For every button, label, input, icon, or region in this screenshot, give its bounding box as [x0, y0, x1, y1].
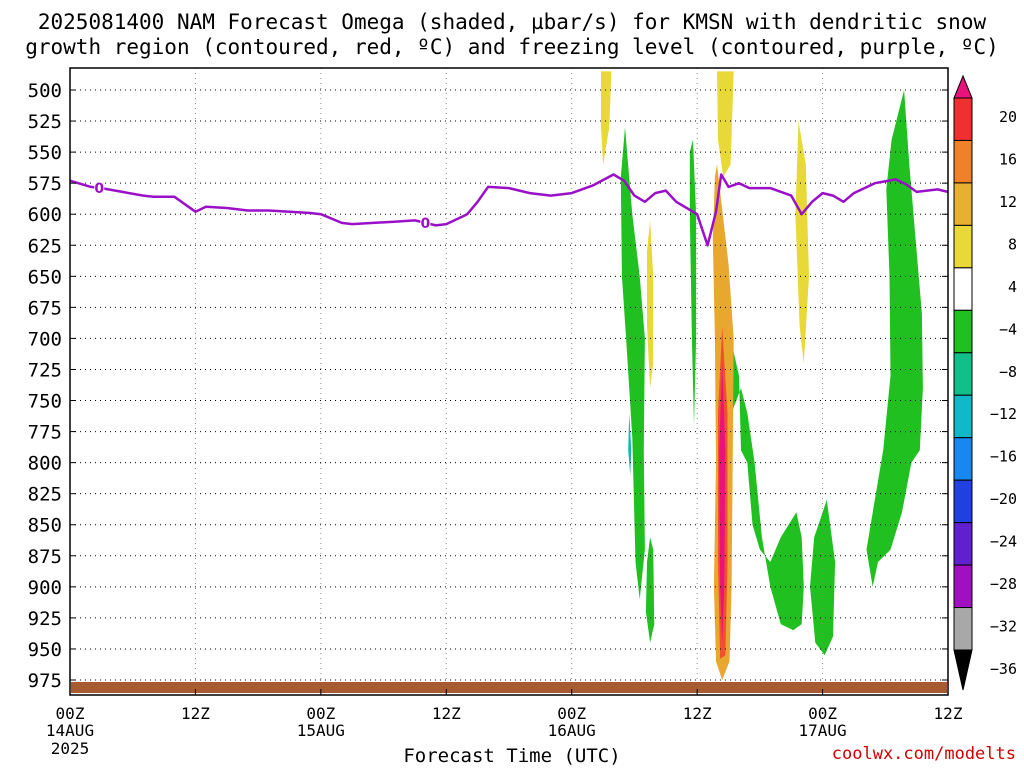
colorbar-swatch-11: [953, 522, 973, 566]
x-axis-label: Forecast Time (UTC): [403, 745, 621, 767]
colorbar-swatch-3: [953, 182, 973, 226]
x-tick-label: 12Z: [934, 704, 963, 723]
omega-region-7: [730, 338, 804, 631]
colorbar-swatch-10: [953, 479, 973, 524]
colorbar-label: −16: [990, 448, 1017, 466]
colorbar-swatch-13: [953, 607, 973, 651]
plot-area: 0 0 500 525 550 575 600 625 650 675 700 725 750 775 80…: [28, 67, 963, 758]
omega-colorbar: 20 16 12 8 4 −4 −8 −12 −16 −20 −24 −28 −32 −36: [953, 74, 1017, 691]
y-tick-label: 650: [28, 266, 62, 288]
omega-region-3: [647, 220, 654, 389]
x-tick-year: 2025: [51, 739, 90, 758]
y-tick-label: 700: [28, 328, 62, 350]
x-tick-label: 00Z: [306, 704, 335, 723]
omega-region-4: [620, 127, 645, 600]
y-tick-label: 900: [28, 577, 62, 599]
freezing-level-label-1: 0: [421, 216, 431, 232]
colorbar-swatch-12: [953, 564, 973, 609]
y-tick-label: 850: [28, 515, 62, 537]
y-tick-label: 500: [28, 80, 62, 102]
y-tick-label: 825: [28, 484, 62, 506]
colorbar-label: 4: [1008, 278, 1017, 296]
y-tick-label: 725: [28, 359, 62, 381]
terrain-ground: [71, 682, 947, 693]
colorbar-swatch-5: [953, 267, 973, 311]
y-tick-label: 600: [28, 204, 62, 226]
omega-region-11: [628, 412, 632, 476]
source-credit[interactable]: coolwx.com/modelts: [831, 744, 1016, 764]
colorbar-swatch-6: [953, 309, 973, 354]
colorbar-swatch-9: [953, 437, 973, 481]
colorbar-label: −32: [990, 618, 1017, 636]
colorbar-label: −20: [990, 490, 1017, 508]
colorbar-label: −4: [999, 320, 1017, 338]
freezing-level-contour: [70, 173, 948, 247]
freezing-level-label-bg-1: [420, 215, 431, 230]
colorbar-label: −8: [999, 363, 1017, 381]
plot-frame: [69, 67, 949, 696]
x-tick-date: 14AUG: [46, 721, 94, 740]
colorbar-label: 20: [999, 108, 1017, 126]
y-tick-label: 575: [28, 173, 62, 195]
x-tick-label: 00Z: [557, 704, 586, 723]
y-tick-label: 550: [28, 142, 62, 164]
colorbar-swatch-7: [953, 352, 973, 396]
x-tick-label: 00Z: [56, 704, 85, 723]
y-tick-label: 950: [28, 639, 62, 661]
omega-region-6: [689, 139, 697, 426]
colorbar-top-arrow: [953, 74, 973, 99]
omega-region-14: [719, 363, 726, 643]
colorbar-swatch-4: [953, 224, 973, 269]
x-tick-date: 16AUG: [548, 721, 596, 740]
colorbar-label: −12: [990, 405, 1017, 423]
colorbar-swatch-8: [953, 394, 973, 439]
colorbar-swatch-2: [953, 139, 973, 184]
x-tick-label: 12Z: [181, 704, 210, 723]
chart-title-line-1: 2025081400 NAM Forecast Omega (shaded, µ…: [37, 10, 987, 34]
colorbar-swatch-1: [953, 97, 973, 141]
x-tick-date: 17AUG: [798, 721, 846, 740]
y-tick-label: 925: [28, 608, 62, 630]
omega-region-1: [717, 71, 734, 177]
colorbar-label: 12: [999, 193, 1017, 211]
y-tick-label: 875: [28, 546, 62, 568]
omega-region-8: [810, 499, 836, 656]
y-tick-label: 750: [28, 391, 62, 413]
y-tick-label: 525: [28, 111, 62, 133]
colorbar-label: 8: [1008, 235, 1017, 253]
y-tick-label: 800: [28, 453, 62, 475]
y-tick-label: 775: [28, 422, 62, 444]
omega-shading: [601, 71, 923, 680]
y-tick-label: 625: [28, 235, 62, 257]
omega-region-9: [866, 90, 923, 587]
omega-region-5: [645, 537, 655, 643]
colorbar-label: −36: [990, 660, 1017, 678]
omega-region-2: [795, 121, 809, 364]
colorbar-bottom-arrow: [953, 649, 973, 691]
colorbar-label: −24: [990, 533, 1017, 551]
x-tick-label: 00Z: [808, 704, 837, 723]
y-tick-label: 675: [28, 297, 62, 319]
freezing-level-label-0: 0: [94, 181, 104, 197]
y-tick-label: 975: [28, 670, 62, 692]
x-tick-label: 12Z: [683, 704, 712, 723]
x-tick-label: 12Z: [432, 704, 461, 723]
omega-region-0: [601, 71, 612, 165]
colorbar-label: −28: [990, 575, 1017, 593]
colorbar-label: 16: [999, 151, 1017, 169]
freezing-level-label-bg-0: [94, 180, 105, 195]
x-tick-date: 15AUG: [297, 721, 345, 740]
chart-title-line-2: growth region (contoured, red, ºC) and f…: [25, 35, 999, 59]
